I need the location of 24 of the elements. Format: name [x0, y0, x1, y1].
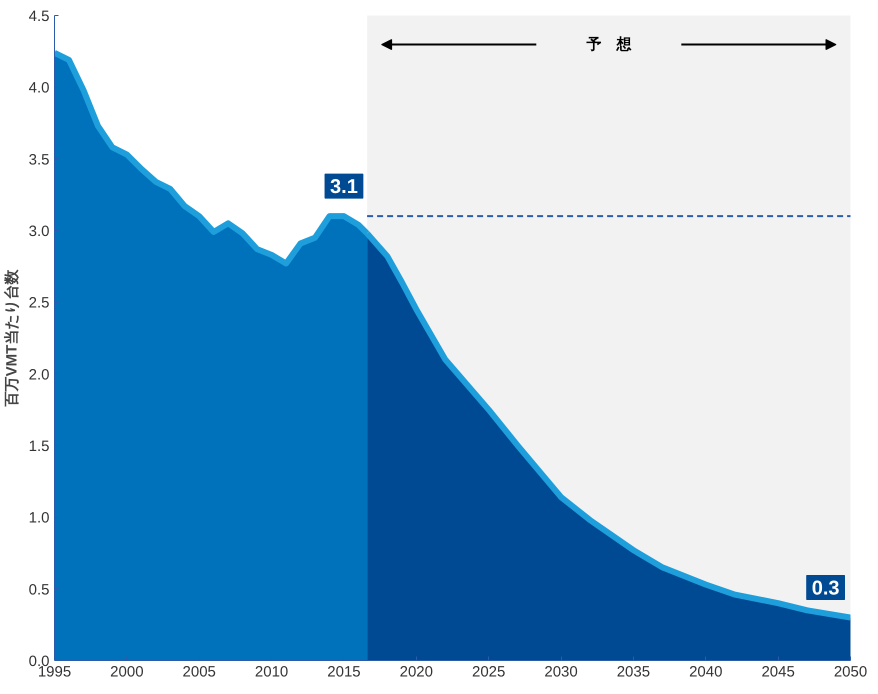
data-label: 0.3: [812, 578, 840, 600]
data-label: 3.1: [330, 176, 358, 198]
y-axis-title: 百万VMT当たり台数: [4, 268, 21, 408]
x-tick-label: 2035: [616, 664, 650, 680]
y-tick-label: 4.0: [28, 80, 50, 97]
y-tick-label: 2.0: [28, 366, 50, 384]
y-tick-label: 4.5: [28, 8, 50, 25]
x-tick-label: 2030: [544, 664, 578, 680]
x-tick-label: 2010: [254, 664, 288, 680]
y-tick-label: 3.5: [28, 151, 50, 168]
x-tick-label: 2025: [472, 664, 506, 680]
y-tick-label: 1.0: [28, 510, 50, 527]
y-tick-label: 3.0: [28, 223, 50, 240]
x-tick-label: 2000: [110, 664, 144, 680]
x-tick-label: 2005: [182, 664, 216, 680]
y-tick-label: 0.5: [28, 581, 50, 598]
band-label: 予 想: [585, 36, 632, 54]
x-tick-label: 2015: [327, 664, 361, 680]
x-tick-label: 2045: [761, 664, 795, 680]
x-tick-label: 2020: [400, 664, 434, 680]
x-tick-label: 2040: [689, 664, 722, 680]
y-tick-label: 2.5: [28, 294, 50, 312]
y-tick-label: 1.5: [28, 438, 50, 455]
x-tick-label: 2050: [834, 664, 868, 680]
